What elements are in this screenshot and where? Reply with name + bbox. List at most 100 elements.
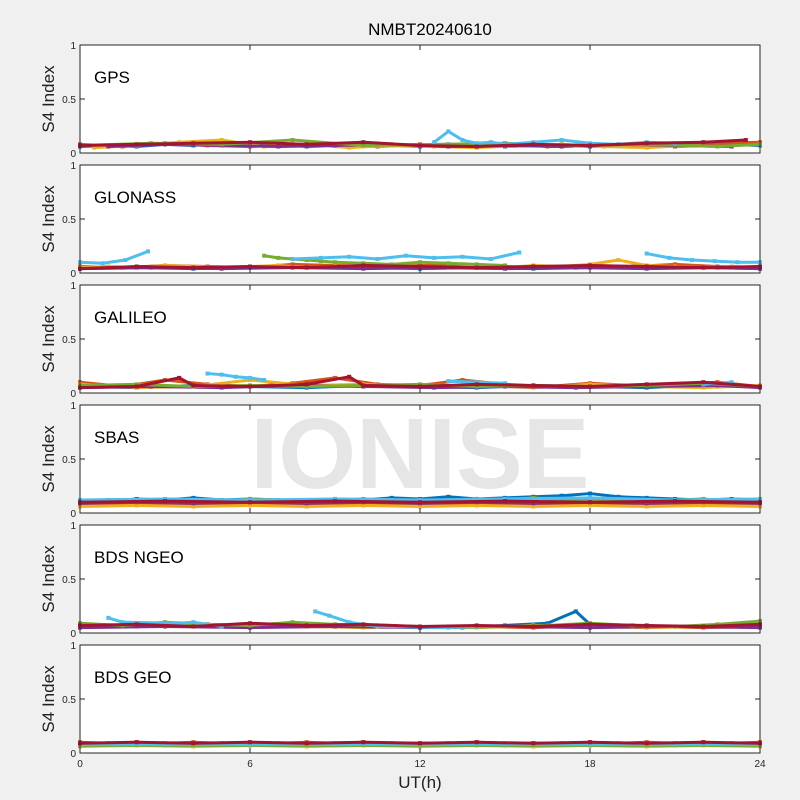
data-trace (363, 261, 392, 266)
y-tick-label: 0 (70, 629, 76, 640)
data-trace (448, 379, 477, 384)
data-trace (589, 740, 647, 745)
data-trace (476, 623, 534, 629)
x-tick-label: 6 (247, 759, 253, 770)
data-trace (363, 503, 421, 509)
series-7 (78, 138, 748, 149)
data-trace (589, 499, 676, 504)
data-trace (618, 258, 647, 267)
data-trace (363, 140, 421, 147)
data-trace (504, 499, 591, 504)
y-tick-label: 0.5 (62, 575, 76, 586)
data-trace (193, 383, 251, 389)
data-trace (79, 382, 137, 387)
data-trace (334, 499, 421, 504)
data-trace (136, 740, 194, 745)
panel-label: GALILEO (94, 308, 167, 327)
data-trace (292, 256, 321, 261)
data-trace (575, 266, 647, 271)
data-trace (462, 255, 491, 261)
data-trace (79, 260, 103, 265)
data-trace (405, 254, 435, 260)
data-trace (589, 263, 647, 269)
series-3 (78, 503, 762, 509)
series-7 (78, 374, 762, 390)
data-trace (476, 740, 534, 745)
data-trace (604, 145, 647, 150)
x-tick-label: 12 (414, 759, 426, 770)
data-trace (306, 740, 364, 745)
data-trace (419, 143, 477, 149)
y-axis-label: S4 Index (39, 665, 58, 733)
data-trace (164, 499, 251, 504)
y-tick-label: 1 (70, 281, 76, 292)
y-tick-label: 1 (70, 521, 76, 532)
data-point (146, 249, 150, 254)
y-tick-label: 1 (70, 641, 76, 652)
data-trace (589, 382, 647, 389)
data-trace (249, 625, 336, 630)
data-trace (377, 254, 407, 261)
plot-area (80, 645, 760, 753)
data-trace (107, 616, 123, 624)
data-trace (717, 140, 761, 145)
data-point (262, 378, 267, 383)
x-tick-label: 0 (77, 759, 83, 770)
data-point (729, 380, 734, 385)
plot-area (80, 525, 760, 633)
panel-glonass: 0 0.5 1 GLONASS S4 Index (39, 161, 762, 280)
data-point (219, 624, 224, 629)
data-trace (717, 142, 761, 149)
data-trace (193, 503, 251, 509)
data-trace (348, 375, 365, 387)
data-trace (589, 141, 647, 147)
data-trace (136, 141, 194, 146)
data-trace (561, 492, 591, 498)
data-point (743, 138, 748, 143)
data-trace (79, 740, 137, 745)
data-trace (546, 610, 577, 625)
data-trace (646, 503, 704, 509)
data-trace (306, 503, 364, 509)
series-7 (78, 499, 762, 505)
data-trace (589, 258, 619, 266)
y-tick-label: 1 (70, 161, 76, 172)
data-trace (691, 258, 715, 263)
data-trace (306, 140, 364, 146)
data-trace (433, 130, 450, 144)
data-trace (533, 142, 591, 147)
data-trace (462, 138, 478, 145)
x-tick-label: 24 (754, 759, 766, 770)
data-trace (320, 259, 336, 264)
data-trace (561, 138, 591, 145)
data-trace (533, 740, 591, 745)
data-trace (178, 376, 195, 387)
panel-label: GLONASS (94, 188, 176, 207)
data-trace (448, 261, 477, 266)
data-trace (179, 138, 222, 144)
data-trace (122, 620, 180, 625)
data-trace (703, 138, 746, 144)
data-trace (646, 252, 670, 260)
data-trace (391, 260, 421, 266)
plot-area (80, 405, 760, 513)
data-trace (164, 497, 251, 502)
data-trace (674, 499, 761, 504)
data-trace (703, 740, 761, 745)
panel-label: BDS GEO (94, 668, 171, 687)
data-trace (419, 265, 477, 270)
data-trace (136, 265, 194, 270)
data-trace (221, 373, 237, 379)
data-trace (419, 623, 477, 629)
data-trace (476, 265, 534, 270)
data-trace (249, 503, 307, 509)
data-trace (646, 142, 718, 149)
data-trace (306, 375, 350, 386)
data-trace (79, 385, 137, 390)
panels-container: 0 0.5 1 GPS S4 Index 0 0.5 1 GLONASS S4 Index 0 0.5… (39, 41, 766, 770)
data-trace (533, 503, 591, 509)
data-trace (292, 376, 336, 385)
data-trace (249, 740, 307, 745)
panel-label: SBAS (94, 428, 139, 447)
y-tick-label: 0.5 (62, 695, 76, 706)
